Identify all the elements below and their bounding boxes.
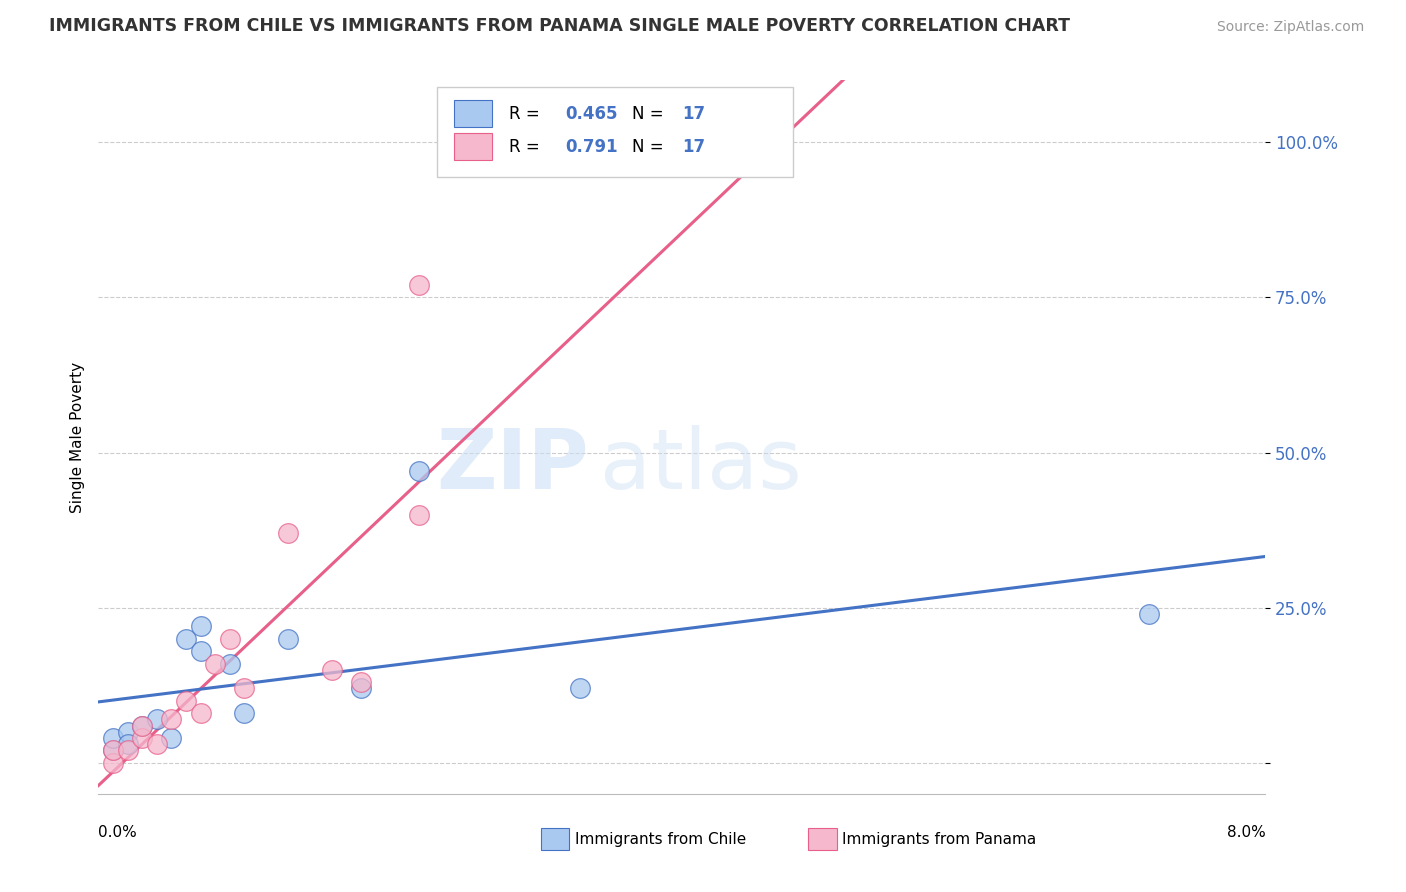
Point <box>321 663 343 677</box>
Point <box>408 508 430 522</box>
Point <box>101 743 124 757</box>
Point <box>146 713 169 727</box>
Text: Source: ZipAtlas.com: Source: ZipAtlas.com <box>1216 21 1364 34</box>
Point <box>160 713 183 727</box>
Text: 17: 17 <box>682 137 704 155</box>
Point <box>160 731 183 745</box>
Point <box>174 632 197 646</box>
Point <box>101 731 124 745</box>
Point <box>101 756 124 770</box>
Text: N =: N = <box>631 137 664 155</box>
Point <box>131 718 153 732</box>
Text: 8.0%: 8.0% <box>1226 825 1265 839</box>
Text: R =: R = <box>509 137 540 155</box>
Point <box>190 619 212 633</box>
Point <box>408 464 430 478</box>
Point <box>233 706 256 721</box>
Point <box>408 278 430 293</box>
Point <box>568 681 591 696</box>
Point <box>277 632 299 646</box>
Text: N =: N = <box>631 105 664 123</box>
Point <box>190 644 212 658</box>
Point <box>131 731 153 745</box>
FancyBboxPatch shape <box>454 133 492 161</box>
Point <box>174 694 197 708</box>
Text: 0.791: 0.791 <box>565 137 617 155</box>
Y-axis label: Single Male Poverty: Single Male Poverty <box>69 361 84 513</box>
Text: R =: R = <box>509 105 540 123</box>
Text: Immigrants from Panama: Immigrants from Panama <box>842 832 1036 847</box>
Text: ZIP: ZIP <box>436 425 589 506</box>
Point <box>218 657 240 671</box>
Text: Immigrants from Chile: Immigrants from Chile <box>575 832 747 847</box>
Point <box>146 737 169 751</box>
Point <box>117 737 139 751</box>
Text: 17: 17 <box>682 105 704 123</box>
Text: 0.0%: 0.0% <box>98 825 138 839</box>
Point <box>204 657 226 671</box>
Point <box>350 675 373 690</box>
Point <box>190 706 212 721</box>
Point <box>101 743 124 757</box>
FancyBboxPatch shape <box>437 87 793 177</box>
Point <box>233 681 256 696</box>
Point <box>350 681 373 696</box>
Point <box>1137 607 1160 621</box>
FancyBboxPatch shape <box>454 100 492 128</box>
Text: 0.465: 0.465 <box>565 105 617 123</box>
Text: atlas: atlas <box>600 425 801 506</box>
Point <box>131 718 153 732</box>
Point <box>218 632 240 646</box>
Point <box>277 526 299 541</box>
Text: IMMIGRANTS FROM CHILE VS IMMIGRANTS FROM PANAMA SINGLE MALE POVERTY CORRELATION : IMMIGRANTS FROM CHILE VS IMMIGRANTS FROM… <box>49 17 1070 35</box>
Point <box>117 724 139 739</box>
Point <box>117 743 139 757</box>
